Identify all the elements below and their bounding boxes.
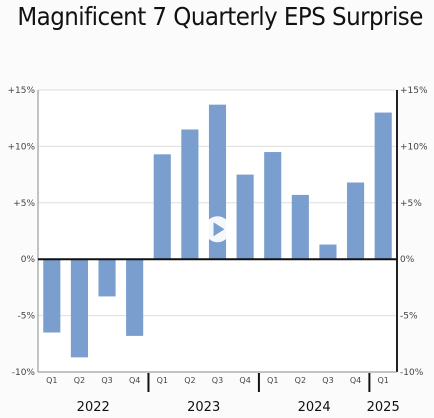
bar <box>70 259 88 358</box>
quarter-label: Q3 <box>212 376 223 385</box>
bar <box>347 182 365 260</box>
quarter-label: Q4 <box>239 376 250 385</box>
y-tick-label-left: +15% <box>7 86 35 96</box>
quarter-label: Q3 <box>101 376 112 385</box>
bar <box>98 259 116 297</box>
quarter-label: Q1 <box>267 376 278 385</box>
quarter-label: Q4 <box>129 376 140 385</box>
year-label: 2022 <box>77 400 110 415</box>
quarter-label: Q3 <box>322 376 333 385</box>
year-label: 2025 <box>367 400 400 415</box>
y-tick-label-left: +5% <box>13 199 35 209</box>
bar <box>236 174 254 260</box>
quarter-label: Q1 <box>157 376 168 385</box>
y-tick-label-left: +10% <box>7 142 35 152</box>
bar <box>126 259 144 336</box>
y-tick-label-right: -5% <box>400 312 418 322</box>
bar <box>264 152 282 260</box>
y-tick-label-right: 0% <box>400 255 415 265</box>
bar <box>153 154 171 260</box>
bar <box>319 244 337 260</box>
quarter-label: Q2 <box>184 376 195 385</box>
play-icon-triangle <box>213 222 225 237</box>
bar <box>374 112 392 260</box>
y-tick-label-right: +15% <box>400 86 428 96</box>
quarter-label: Q2 <box>74 376 85 385</box>
bar <box>43 259 61 333</box>
y-tick-label-right: +10% <box>400 142 428 152</box>
quarter-label: Q1 <box>46 376 57 385</box>
y-tick-label-left: 0% <box>21 255 36 265</box>
y-tick-label-left: -10% <box>12 368 36 378</box>
quarter-label: Q2 <box>295 376 306 385</box>
y-tick-label-right: +5% <box>400 199 422 209</box>
year-label: 2023 <box>187 400 220 415</box>
year-label: 2024 <box>298 400 331 415</box>
y-tick-label-left: -5% <box>17 312 35 322</box>
bar <box>181 129 199 260</box>
bar <box>291 194 309 260</box>
quarter-label: Q4 <box>350 376 361 385</box>
y-tick-label-right: -10% <box>400 368 424 378</box>
chart-title: Magnificent 7 Quarterly EPS Surprise <box>17 2 423 31</box>
quarter-label: Q1 <box>377 376 388 385</box>
